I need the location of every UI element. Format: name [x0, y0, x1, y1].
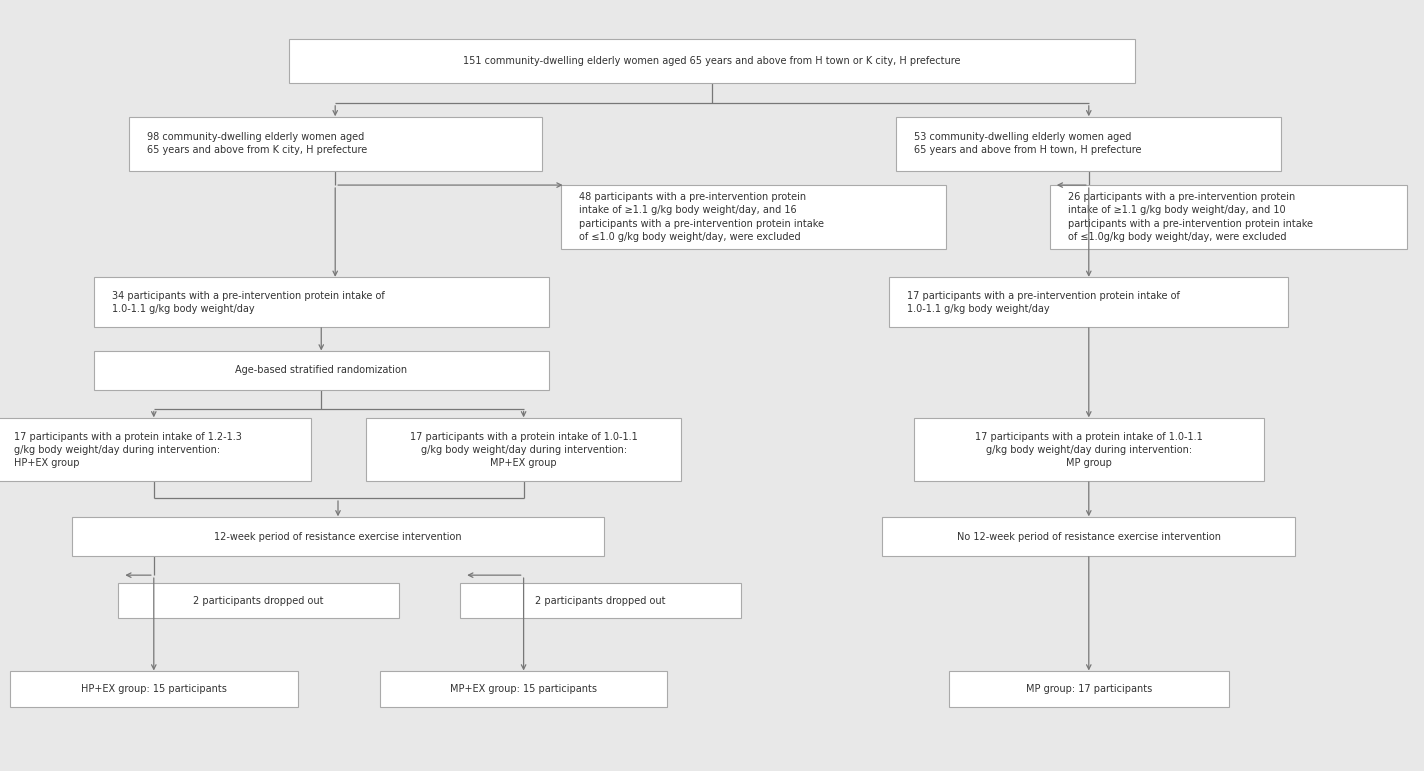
Text: No 12-week period of resistance exercise intervention: No 12-week period of resistance exercise… [957, 532, 1220, 541]
FancyBboxPatch shape [0, 418, 312, 481]
FancyBboxPatch shape [948, 671, 1229, 707]
FancyBboxPatch shape [118, 584, 399, 618]
Text: 17 participants with a protein intake of 1.0-1.1
g/kg body weight/day during int: 17 participants with a protein intake of… [975, 432, 1203, 468]
FancyBboxPatch shape [914, 418, 1265, 481]
FancyBboxPatch shape [366, 418, 681, 481]
FancyBboxPatch shape [1049, 184, 1407, 250]
Text: HP+EX group: 15 participants: HP+EX group: 15 participants [81, 684, 226, 694]
FancyBboxPatch shape [889, 278, 1289, 328]
FancyBboxPatch shape [380, 671, 668, 707]
FancyBboxPatch shape [10, 671, 298, 707]
FancyBboxPatch shape [73, 517, 604, 556]
FancyBboxPatch shape [896, 117, 1282, 170]
FancyBboxPatch shape [561, 184, 947, 250]
FancyBboxPatch shape [460, 584, 740, 618]
Text: Age-based stratified randomization: Age-based stratified randomization [235, 365, 407, 375]
Text: 26 participants with a pre-intervention protein
intake of ≥1.1 g/kg body weight/: 26 participants with a pre-intervention … [1068, 192, 1313, 242]
Text: MP group: 17 participants: MP group: 17 participants [1025, 684, 1152, 694]
Text: 17 participants with a pre-intervention protein intake of
1.0-1.1 g/kg body weig: 17 participants with a pre-intervention … [907, 291, 1180, 314]
Text: MP+EX group: 15 participants: MP+EX group: 15 participants [450, 684, 597, 694]
FancyBboxPatch shape [94, 278, 548, 328]
Text: 48 participants with a pre-intervention protein
intake of ≥1.1 g/kg body weight/: 48 participants with a pre-intervention … [580, 192, 824, 242]
Text: 12-week period of resistance exercise intervention: 12-week period of resistance exercise in… [214, 532, 461, 541]
FancyBboxPatch shape [883, 517, 1296, 556]
Text: 34 participants with a pre-intervention protein intake of
1.0-1.1 g/kg body weig: 34 participants with a pre-intervention … [112, 291, 384, 314]
Text: 151 community-dwelling elderly women aged 65 years and above from H town or K ci: 151 community-dwelling elderly women age… [463, 56, 961, 66]
FancyBboxPatch shape [128, 117, 541, 170]
Text: 2 participants dropped out: 2 participants dropped out [535, 596, 665, 606]
Text: 17 participants with a protein intake of 1.0-1.1
g/kg body weight/day during int: 17 participants with a protein intake of… [410, 432, 638, 468]
FancyBboxPatch shape [289, 39, 1135, 82]
Text: 17 participants with a protein intake of 1.2-1.3
g/kg body weight/day during int: 17 participants with a protein intake of… [14, 432, 242, 468]
Text: 53 community-dwelling elderly women aged
65 years and above from H town, H prefe: 53 community-dwelling elderly women aged… [914, 132, 1142, 155]
Text: 98 community-dwelling elderly women aged
65 years and above from K city, H prefe: 98 community-dwelling elderly women aged… [147, 132, 367, 155]
FancyBboxPatch shape [94, 351, 548, 389]
Text: 2 participants dropped out: 2 participants dropped out [194, 596, 323, 606]
